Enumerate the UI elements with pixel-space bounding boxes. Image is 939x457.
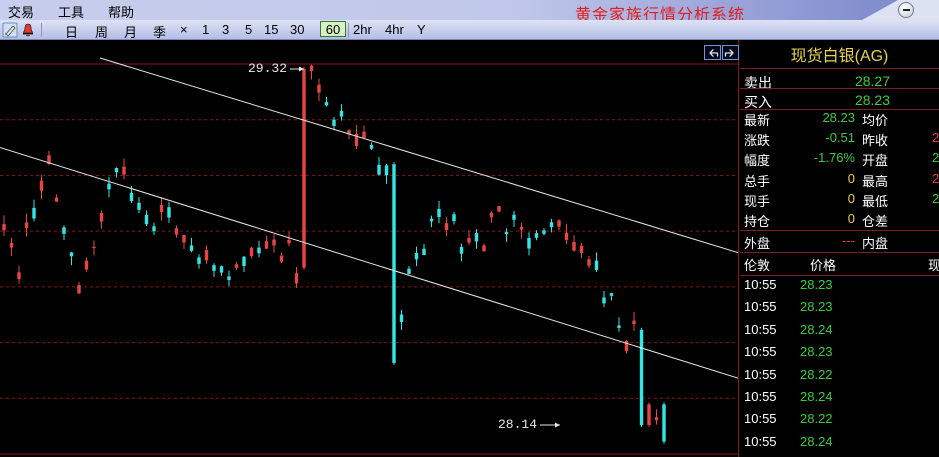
svg-text:29.32: 29.32 — [248, 61, 287, 76]
svg-text:28.14: 28.14 — [498, 417, 537, 432]
